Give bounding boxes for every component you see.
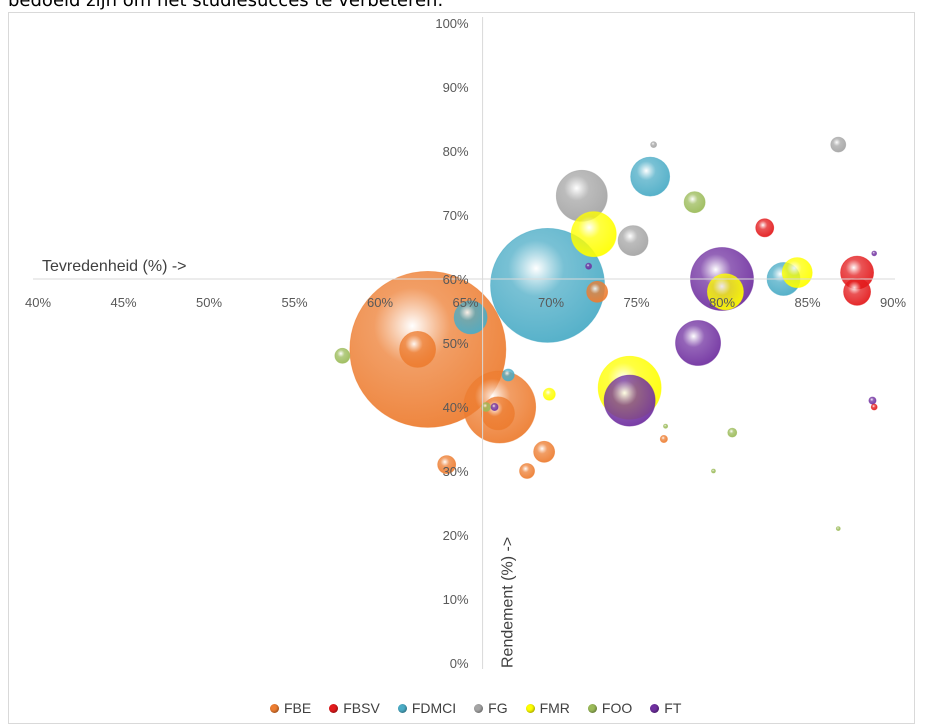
legend-label: FOO [601,700,633,716]
legend-item-foo: FOO [587,700,633,716]
bubble-fbe [399,330,437,368]
bubble-foo [683,191,706,214]
y-tick-labels: 0% 10% 20% 30% 40% 50% 60% 70% 80% 90% 100% [435,16,469,671]
legend-label: FBSV [343,700,380,716]
legend-item-fmr: FMR [525,700,570,716]
legend-label: FMR [539,700,570,716]
y-tick-label: 90% [443,80,469,95]
bubble-ft [585,262,593,270]
bubble-fbsv [843,277,871,306]
bubble-foo [481,402,491,412]
legend-swatch-icon [270,703,279,713]
y-tick-label: 20% [443,528,469,543]
bubble-fbe [519,463,535,479]
bubble-ft [868,396,877,405]
bubble-fdmci [630,156,671,197]
bubble-fbe [437,455,457,475]
x-axis-title: Tevredenheid (%) -> [42,258,187,275]
y-tick-label: 40% [443,400,469,415]
legend-swatch-icon [474,703,484,713]
legend-swatch-icon [329,703,339,713]
axes-layer [33,17,895,669]
y-tick-label: 70% [443,208,469,223]
x-tick-label: 55% [281,295,307,310]
x-tick-label: 60% [367,295,393,310]
bubble-fmr [542,387,556,401]
legend-label: FT [664,700,682,716]
intro-text: bedoeld zijn om het studiesucces te verb… [8,0,444,11]
bubble-fg [830,136,847,153]
legend-item-fdmci: FDMCI [397,700,457,716]
legend-label: FG [488,700,508,716]
x-tick-label: 80% [709,295,735,310]
legend-swatch-icon [397,703,407,713]
bubble-fdmci [453,300,488,335]
bubble-fmr [570,211,617,258]
bubble-fbe [586,280,609,303]
bubble-ft [490,402,499,411]
bubble-fbsv [755,218,775,238]
x-tick-label: 70% [538,295,564,310]
bubble-foo [663,423,669,429]
bubble-fg [650,141,657,149]
legend-item-fbsv: FBSV [329,700,380,716]
legend: FBE FBSV FDMCI FG FMR FOO FT [270,700,681,716]
x-tick-label: 75% [623,295,649,310]
bubble-fbe [659,434,668,443]
bubble-fmr [707,273,744,311]
x-tick-label: 50% [196,295,222,310]
y-tick-label: 30% [443,464,469,479]
bubble-foo [334,347,351,364]
legend-label: FDMCI [411,700,457,716]
legend-swatch-icon [525,703,535,713]
bubble-fg [617,225,649,257]
bubble-fmr [781,257,813,289]
legend-item-ft: FT [650,700,681,716]
bubble-fdmci [501,368,515,382]
y-axis-title: Rendement (%) -> [500,537,517,668]
x-tick-label: 65% [452,295,478,310]
legend-item-fbe: FBE [270,700,311,716]
bubble-fbe [481,396,515,431]
bubble-foo [835,526,841,531]
bubbles-layer [334,136,878,531]
bubble-fbe [533,440,556,463]
y-tick-label: 60% [443,272,469,287]
legend-swatch-icon [650,703,660,713]
x-tick-label: 45% [110,295,136,310]
y-tick-label: 100% [435,16,469,31]
x-tick-labels: 40% 45% 50% 55% 60% 65% 70% 75% 80% 85% 90% [25,295,906,310]
bubble-ft [603,374,656,427]
legend-label: FBE [284,700,312,716]
bubble-foo [711,468,716,474]
x-tick-label: 85% [794,295,820,310]
legend-item-fg: FG [474,700,508,716]
x-tick-label: 90% [880,295,906,310]
x-tick-label: 40% [25,295,51,310]
y-tick-label: 0% [450,656,469,671]
y-tick-label: 50% [443,336,469,351]
bubble-fbsv [870,403,878,411]
bubble-foo [727,427,738,438]
bubble-ft [675,320,721,366]
y-tick-label: 80% [443,144,469,159]
bubble-ft [871,250,877,257]
y-tick-label: 10% [443,592,469,607]
legend-swatch-icon [587,703,597,713]
